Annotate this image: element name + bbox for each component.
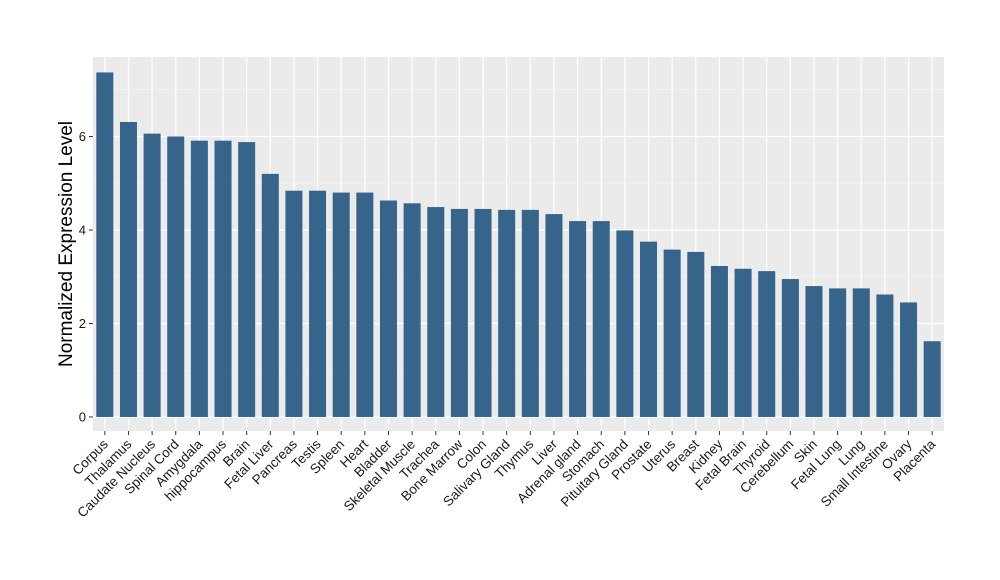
bar [474, 208, 492, 417]
bar [309, 190, 327, 417]
y-axis-ticks: 0 2 4 6 [79, 129, 93, 424]
bar [96, 72, 114, 417]
bar [592, 221, 610, 417]
bars [96, 72, 941, 417]
bar [852, 288, 870, 417]
bar [876, 294, 894, 417]
bar [545, 214, 563, 417]
bar [781, 279, 799, 417]
bar [143, 133, 161, 417]
bar [214, 140, 232, 417]
bar [261, 173, 279, 417]
bar [640, 241, 658, 417]
y-tick-label: 4 [79, 222, 86, 237]
bar [332, 192, 350, 417]
bar [734, 268, 752, 417]
y-tick-label: 2 [79, 316, 86, 331]
bar [285, 190, 303, 417]
bar [829, 288, 847, 417]
bar [356, 192, 374, 417]
bar [403, 203, 421, 417]
y-axis-title: Normalized Expression Level [56, 121, 77, 367]
bar [710, 265, 728, 417]
bar [687, 251, 705, 417]
bar [923, 341, 941, 417]
bar [521, 209, 539, 417]
bar [190, 140, 208, 417]
bar [238, 142, 256, 417]
bar [379, 200, 397, 417]
bar [805, 286, 823, 417]
bar [450, 208, 468, 417]
plot-panel [93, 57, 944, 431]
bar [569, 221, 587, 417]
bar [616, 230, 634, 417]
bar [900, 302, 918, 417]
bar [119, 121, 137, 417]
bar [663, 249, 681, 417]
bar [758, 271, 776, 417]
bar [427, 207, 445, 417]
y-tick-label: 0 [79, 409, 86, 424]
y-tick-label: 6 [79, 129, 86, 144]
bar [167, 136, 185, 417]
bar [498, 209, 516, 417]
